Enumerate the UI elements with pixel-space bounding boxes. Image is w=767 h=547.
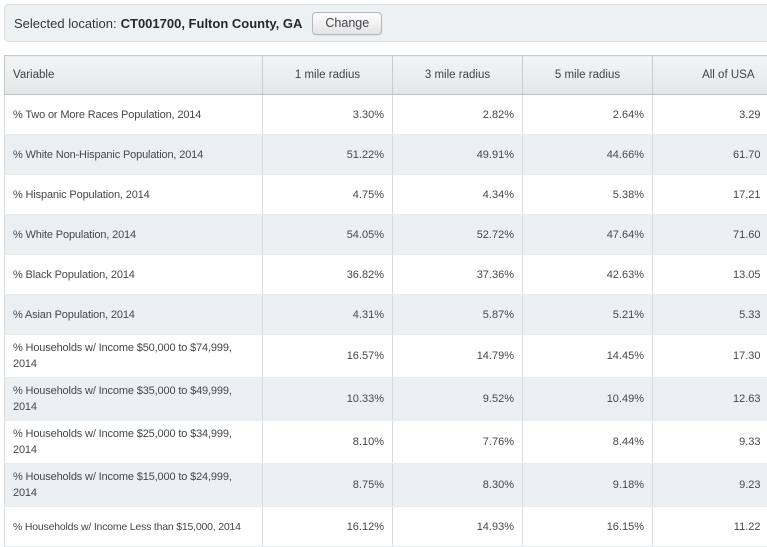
column-header-3-mile-radius: 3 mile radius	[393, 56, 523, 95]
value-cell-all-usa: 9.33	[653, 421, 767, 464]
table-row: % Two or More Races Population, 2014 3.3…	[5, 95, 767, 135]
selected-location-value: CT001700, Fulton County, GA	[121, 16, 303, 31]
value-cell-5-mile: 47.64%	[523, 215, 653, 255]
value-cell-5-mile: 2.64%	[523, 95, 653, 135]
value-cell-3-mile: 52.72%	[393, 215, 523, 255]
value-cell-1-mile: 54.05%	[263, 215, 393, 255]
value-cell-1-mile: 4.31%	[263, 295, 393, 335]
table-row: % Households w/ Income $50,000 to $74,99…	[5, 335, 767, 378]
table-row: % Households w/ Income $35,000 to $49,99…	[5, 378, 767, 421]
value-cell-5-mile: 8.44%	[523, 421, 653, 464]
value-cell-all-usa: 3.29	[653, 95, 767, 135]
value-cell-1-mile: 8.10%	[263, 421, 393, 464]
value-cell-3-mile: 4.34%	[393, 175, 523, 215]
value-cell-5-mile: 10.49%	[523, 378, 653, 421]
table-row: % Black Population, 2014 36.82% 37.36% 4…	[5, 255, 767, 295]
value-cell-5-mile: 5.38%	[523, 175, 653, 215]
table-row: % Asian Population, 2014 4.31% 5.87% 5.2…	[5, 295, 767, 335]
column-header-all-of-usa: All of USA	[653, 56, 767, 95]
value-cell-5-mile: 14.45%	[523, 335, 653, 378]
selected-location-label: Selected location:	[14, 16, 117, 31]
value-cell-3-mile: 2.82%	[393, 95, 523, 135]
value-cell-all-usa: 5.33	[653, 295, 767, 335]
value-cell-3-mile: 14.79%	[393, 335, 523, 378]
value-cell-5-mile: 9.18%	[523, 464, 653, 507]
value-cell-5-mile: 42.63%	[523, 255, 653, 295]
variable-cell: % Households w/ Income $15,000 to $24,99…	[5, 464, 263, 507]
value-cell-all-usa: 17.30	[653, 335, 767, 378]
data-grid: Variable 1 mile radius 3 mile radius 5 m…	[4, 55, 767, 547]
variable-cell: % Two or More Races Population, 2014	[5, 95, 263, 135]
column-header-variable: Variable	[5, 56, 263, 95]
value-cell-1-mile: 36.82%	[263, 255, 393, 295]
value-cell-3-mile: 7.76%	[393, 421, 523, 464]
table-row: % White Non-Hispanic Population, 2014 51…	[5, 135, 767, 175]
table-row: % Households w/ Income $25,000 to $34,99…	[5, 421, 767, 464]
value-cell-1-mile: 4.75%	[263, 175, 393, 215]
value-cell-5-mile: 5.21%	[523, 295, 653, 335]
value-cell-3-mile: 8.30%	[393, 464, 523, 507]
value-cell-all-usa: 13.05	[653, 255, 767, 295]
value-cell-3-mile: 49.91%	[393, 135, 523, 175]
value-cell-all-usa: 61.70	[653, 135, 767, 175]
value-cell-3-mile: 37.36%	[393, 255, 523, 295]
change-location-button[interactable]: Change	[312, 12, 382, 35]
variable-cell: % Asian Population, 2014	[5, 295, 263, 335]
column-header-5-mile-radius: 5 mile radius	[523, 56, 653, 95]
location-bar: Selected location: CT001700, Fulton Coun…	[4, 4, 767, 42]
variable-cell: % White Population, 2014	[5, 215, 263, 255]
variable-cell: % White Non-Hispanic Population, 2014	[5, 135, 263, 175]
variable-cell: % Black Population, 2014	[5, 255, 263, 295]
variable-cell: % Households w/ Income $35,000 to $49,99…	[5, 378, 263, 421]
value-cell-3-mile: 9.52%	[393, 378, 523, 421]
value-cell-1-mile: 3.30%	[263, 95, 393, 135]
value-cell-all-usa: 12.63	[653, 378, 767, 421]
table-row: % Hispanic Population, 2014 4.75% 4.34% …	[5, 175, 767, 215]
value-cell-all-usa: 17.21	[653, 175, 767, 215]
column-header-1-mile-radius: 1 mile radius	[263, 56, 393, 95]
table-row: % White Population, 2014 54.05% 52.72% 4…	[5, 215, 767, 255]
value-cell-all-usa: 71.60	[653, 215, 767, 255]
value-cell-5-mile: 44.66%	[523, 135, 653, 175]
value-cell-1-mile: 8.75%	[263, 464, 393, 507]
value-cell-all-usa: 9.23	[653, 464, 767, 507]
value-cell-1-mile: 16.57%	[263, 335, 393, 378]
table-header-row: Variable 1 mile radius 3 mile radius 5 m…	[5, 56, 767, 95]
variable-cell: % Hispanic Population, 2014	[5, 175, 263, 215]
variable-cell: % Households w/ Income $25,000 to $34,99…	[5, 421, 263, 464]
value-cell-1-mile: 51.22%	[263, 135, 393, 175]
variable-cell: % Households w/ Income $50,000 to $74,99…	[5, 335, 263, 378]
value-cell-3-mile: 5.87%	[393, 295, 523, 335]
table-row: % Households w/ Income $15,000 to $24,99…	[5, 464, 767, 507]
value-cell-1-mile: 10.33%	[263, 378, 393, 421]
